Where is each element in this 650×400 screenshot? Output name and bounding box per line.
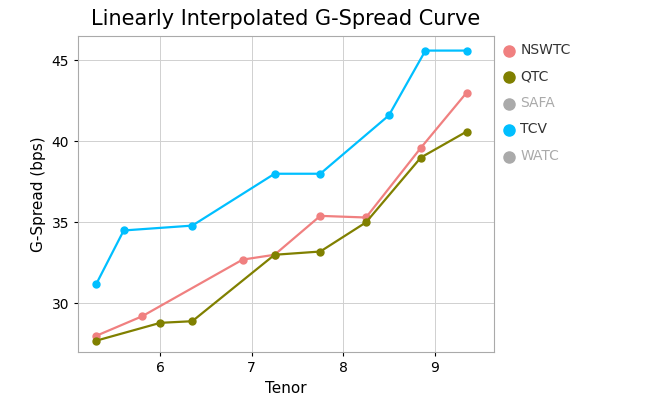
Line: QTC: QTC: [93, 128, 470, 344]
TCV: [317, 171, 324, 176]
Title: Linearly Interpolated G-Spread Curve: Linearly Interpolated G-Spread Curve: [92, 9, 480, 29]
TCV: [188, 223, 196, 228]
QTC: [417, 155, 424, 160]
TCV: [385, 113, 393, 118]
NSWTC: [239, 257, 246, 262]
QTC: [362, 220, 370, 225]
QTC: [463, 129, 471, 134]
TCV: [463, 48, 471, 53]
NSWTC: [138, 314, 146, 319]
NSWTC: [92, 333, 100, 338]
TCV: [92, 282, 100, 286]
QTC: [157, 320, 164, 325]
TCV: [120, 228, 127, 233]
Y-axis label: G-Spread (bps): G-Spread (bps): [31, 136, 46, 252]
TCV: [270, 171, 278, 176]
TCV: [422, 48, 430, 53]
QTC: [188, 319, 196, 324]
Legend: NSWTC, QTC, SAFA, TCV, WATC: NSWTC, QTC, SAFA, TCV, WATC: [509, 43, 571, 163]
NSWTC: [362, 215, 370, 220]
Line: TCV: TCV: [93, 47, 470, 288]
QTC: [92, 338, 100, 343]
NSWTC: [463, 90, 471, 95]
Line: NSWTC: NSWTC: [93, 89, 470, 339]
QTC: [270, 252, 278, 257]
NSWTC: [317, 214, 324, 218]
NSWTC: [270, 252, 278, 257]
X-axis label: Tenor: Tenor: [265, 380, 307, 396]
NSWTC: [417, 146, 424, 150]
QTC: [317, 249, 324, 254]
